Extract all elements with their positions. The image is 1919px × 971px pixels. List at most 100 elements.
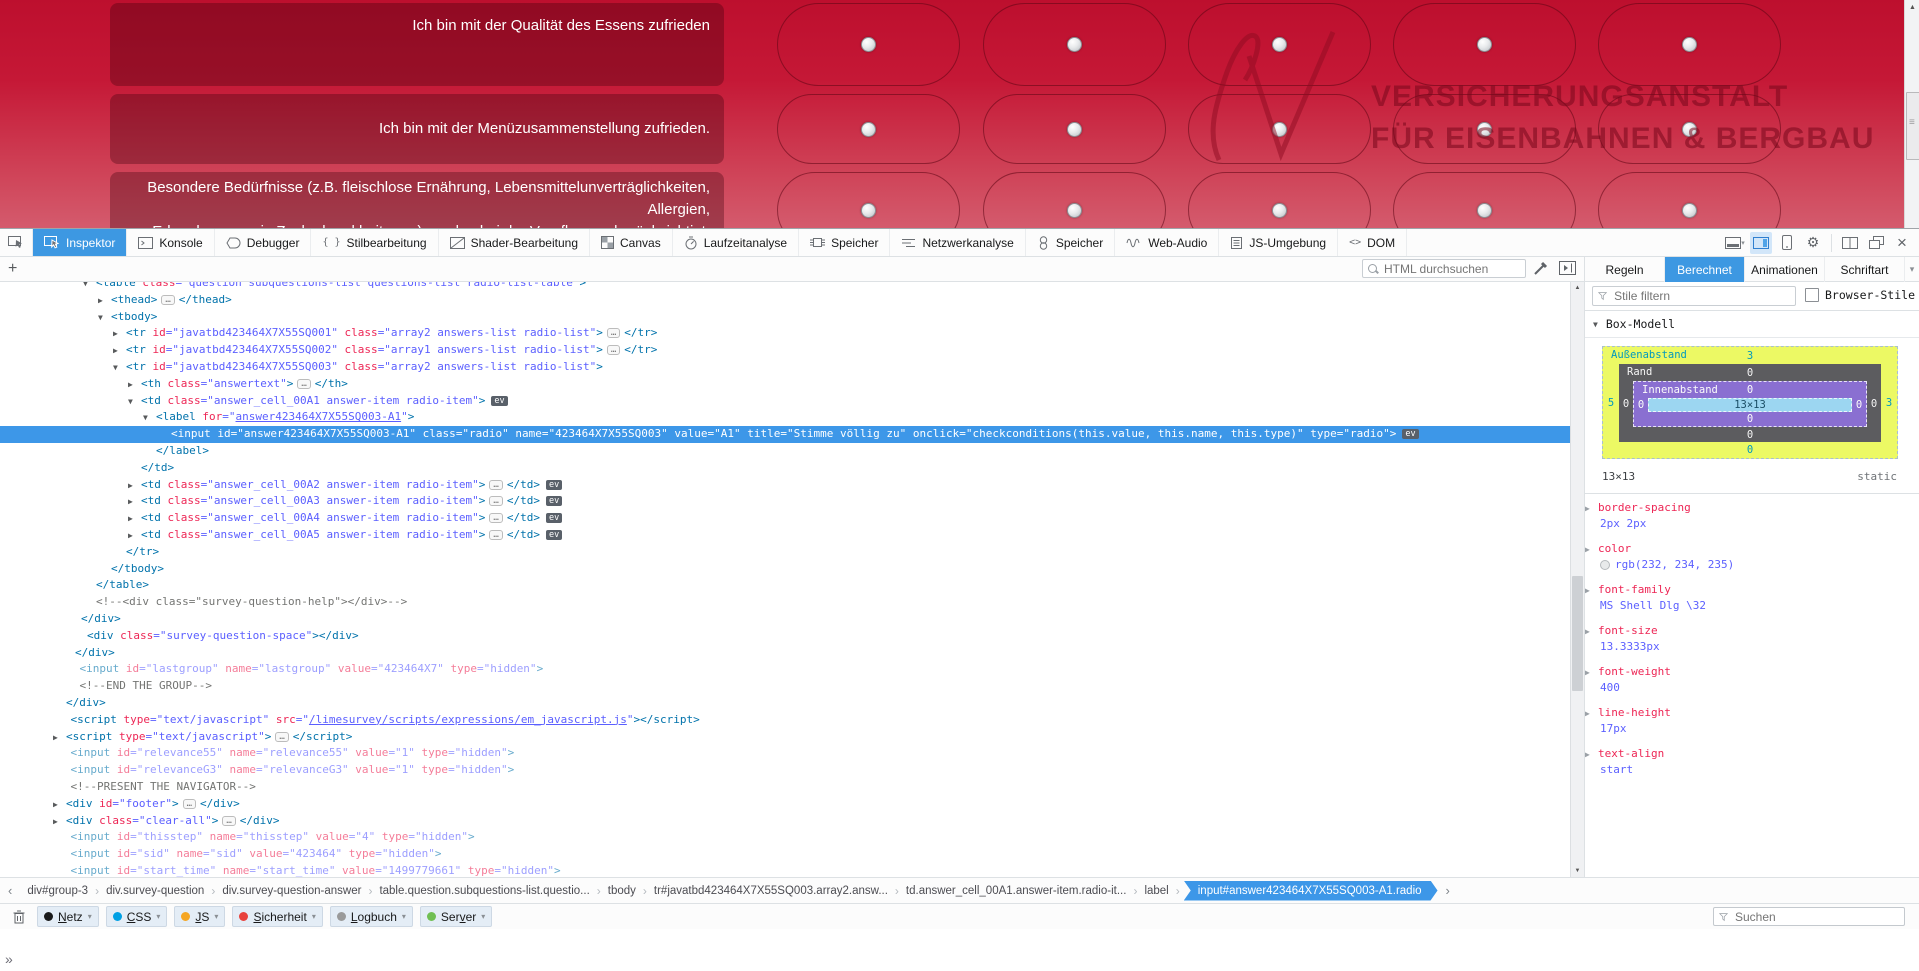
markup-row[interactable]: <!--PRESENT THE NAVIGATOR--> xyxy=(70,779,256,793)
tab-js-umgebung[interactable]: JS-Umgebung xyxy=(1219,229,1339,256)
border-right-value[interactable]: 0 xyxy=(1870,398,1878,411)
collapsed-content-pill[interactable]: … xyxy=(161,294,175,305)
collapsed-content-pill[interactable]: … xyxy=(222,815,236,826)
tab-debugger[interactable]: Debugger xyxy=(215,229,312,256)
padding-box[interactable]: Innenabstand 0 0 13×13 0 0 xyxy=(1633,381,1867,428)
breadcrumb-item[interactable]: input#answer423464X7X55SQ003-A1.radio xyxy=(1184,881,1438,901)
markup-row[interactable]: <!--END THE GROUP--> xyxy=(79,679,212,693)
radio-button-icon[interactable] xyxy=(1477,37,1492,52)
margin-top-value[interactable]: 3 xyxy=(1746,349,1754,362)
settings-gear-icon[interactable]: ⚙ xyxy=(1806,234,1820,250)
computed-property-row[interactable]: ▶ font-weight 400 xyxy=(1585,664,1919,695)
collapsed-content-pill[interactable]: … xyxy=(606,328,621,339)
markup-row[interactable]: <input id="start_time" name="start_time"… xyxy=(70,863,561,877)
style-filter-box[interactable] xyxy=(1592,286,1796,306)
eyedropper-icon[interactable] xyxy=(1533,261,1548,279)
answer-option-cell[interactable] xyxy=(1188,3,1371,86)
markup-row[interactable]: ▼ <label for="answer423464X7X55SQ003-A1"> xyxy=(0,409,1570,426)
html-search-box[interactable] xyxy=(1362,259,1526,278)
expand-arrow-icon[interactable]: ▶ xyxy=(1585,545,1590,554)
radio-button-icon[interactable] xyxy=(1682,121,1697,137)
markup-row[interactable]: </tbody> xyxy=(111,561,164,575)
node-picker-icon[interactable] xyxy=(0,229,33,256)
all-tabs-caret-icon[interactable]: ▾ xyxy=(1909,264,1915,274)
radio-button-icon[interactable] xyxy=(1682,37,1697,52)
answer-option-cell[interactable] xyxy=(777,172,960,228)
expand-arrow-icon[interactable]: ▶ xyxy=(128,480,133,490)
radio-button-icon[interactable] xyxy=(861,121,876,137)
markup-row[interactable]: ▶ <script type="text/javascript">… </scrip… xyxy=(0,729,1570,746)
answer-option-cell[interactable] xyxy=(777,3,960,86)
expand-arrow-icon[interactable]: ▶ xyxy=(113,329,118,339)
collapsed-content-pill[interactable]: … xyxy=(275,731,289,742)
breadcrumb-item[interactable]: div#group-3 xyxy=(27,884,89,897)
expand-arrow-icon[interactable]: ▶ xyxy=(1585,750,1590,759)
border-top-value[interactable]: 0 xyxy=(1746,366,1754,379)
answer-option-cell[interactable] xyxy=(1598,3,1781,86)
markup-row[interactable]: <input id="relevanceG3" name="relevanceG… xyxy=(70,763,515,777)
radio-button-icon[interactable] xyxy=(1067,202,1082,218)
border-left-value[interactable]: 0 xyxy=(1622,398,1630,411)
content-box[interactable]: 13×13 xyxy=(1648,398,1852,413)
markup-row[interactable]: <!--<div class="survey-question-help"></… xyxy=(96,595,408,609)
answer-option-cell[interactable] xyxy=(1598,172,1781,228)
expand-arrow-icon[interactable]: ▶ xyxy=(1585,504,1590,513)
margin-left-value[interactable]: 5 xyxy=(1607,397,1615,410)
page-scrollbar[interactable]: ▲ xyxy=(1904,0,1919,228)
expand-arrow-icon[interactable]: ▶ xyxy=(98,295,103,305)
expand-arrow-icon[interactable]: ▶ xyxy=(128,379,133,389)
close-icon[interactable]: × xyxy=(1897,233,1907,252)
markup-row[interactable]: ▼ <tr id="javatbd423464X7X55SQ003" class=… xyxy=(0,359,1570,376)
markup-row[interactable]: </table> xyxy=(96,578,149,592)
markup-row[interactable]: ▼ <td class="answer_cell_00A1 answer-item… xyxy=(0,393,1570,410)
answer-option-cell[interactable] xyxy=(1598,94,1781,164)
tab-netzwerkanalyse[interactable]: Netzwerkanalyse xyxy=(890,229,1026,256)
split-panel-icon[interactable] xyxy=(1839,232,1861,254)
expand-arrow-icon[interactable]: ▶ xyxy=(128,530,133,540)
browser-styles-checkbox[interactable] xyxy=(1805,288,1819,302)
sidebar-tab-animationen[interactable]: Animationen xyxy=(1745,257,1825,282)
sidebar-tab-schriftart[interactable]: Schriftart xyxy=(1825,257,1905,282)
margin-bottom-value[interactable]: 0 xyxy=(1746,444,1754,457)
markup-scrollbar[interactable]: ▲ ▼ xyxy=(1570,282,1584,877)
collapsed-content-pill[interactable]: … xyxy=(489,513,503,524)
markup-row[interactable]: <script type="text/javascript" src="/lim… xyxy=(70,712,700,726)
console-search-box[interactable] xyxy=(1713,907,1905,926)
answer-option-cell[interactable] xyxy=(1393,94,1576,164)
scroll-up-icon[interactable]: ▲ xyxy=(1574,285,1581,291)
expand-arrow-icon[interactable]: ▶ xyxy=(113,346,118,356)
tab-inspektor[interactable]: Inspektor xyxy=(33,229,128,256)
radio-button-icon[interactable] xyxy=(1682,202,1697,218)
expand-arrow-icon[interactable]: ▶ xyxy=(53,816,58,826)
dock-bottom-icon[interactable]: ▾ xyxy=(1724,232,1746,254)
markup-row[interactable]: ▶ <td class="answer_cell_00A4 answer-item… xyxy=(0,510,1570,527)
filter-chip-js[interactable]: JS ▾ xyxy=(174,906,226,927)
radio-button-icon[interactable] xyxy=(861,202,876,218)
dock-side-icon[interactable] xyxy=(1750,231,1772,254)
responsive-mode-icon[interactable] xyxy=(1776,232,1798,254)
collapsed-content-pill[interactable]: … xyxy=(297,378,311,389)
markup-row[interactable]: <input id="answer423464X7X55SQ003-A1" cl… xyxy=(0,426,1570,443)
collapse-arrow-icon[interactable]: ▼ xyxy=(1593,319,1598,329)
expand-pane-icon[interactable] xyxy=(1559,261,1576,278)
collapsed-content-pill[interactable]: … xyxy=(182,798,197,809)
breadcrumb-scroll-left-icon[interactable]: ‹ xyxy=(8,883,13,898)
filter-chip-logbuch[interactable]: Logbuch ▾ xyxy=(329,906,413,927)
expand-arrow-icon[interactable]: ▼ xyxy=(83,282,88,288)
radio-button-icon[interactable] xyxy=(861,37,876,52)
answer-option-cell[interactable] xyxy=(777,94,960,164)
markup-row[interactable]: ▼ <tbody> xyxy=(0,309,1570,326)
markup-row[interactable]: ▶ <tr id="javatbd423464X7X55SQ001" class=… xyxy=(0,325,1570,342)
collapsed-content-pill[interactable]: … xyxy=(489,496,503,507)
breadcrumb-item[interactable]: td.answer_cell_00A1.answer-item.radio-it… xyxy=(905,884,1127,897)
sidebar-tab-berechnet[interactable]: Berechnet xyxy=(1665,257,1745,282)
padding-right-value[interactable]: 0 xyxy=(1855,399,1863,412)
expand-arrow-icon[interactable]: ▶ xyxy=(1585,709,1590,718)
event-badge[interactable]: ev xyxy=(1402,429,1419,440)
margin-box[interactable]: Außenabstand 3 5 Rand 0 0 xyxy=(1602,346,1898,459)
markup-row[interactable]: <input id="lastgroup" name="lastgroup" v… xyxy=(79,662,544,676)
border-box[interactable]: Rand 0 0 Innenabstand 0 xyxy=(1619,364,1881,443)
scrollbar-thumb[interactable] xyxy=(1906,92,1919,160)
event-badge[interactable]: ev xyxy=(545,529,563,540)
tab-stilbearbeitung[interactable]: { } Stilbearbeitung xyxy=(311,229,439,256)
